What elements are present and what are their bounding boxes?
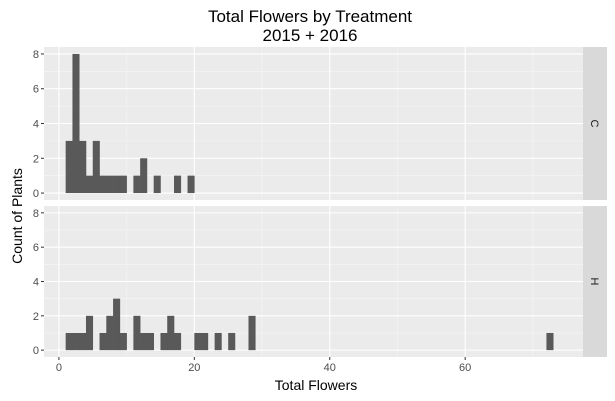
histogram-bar xyxy=(72,332,80,351)
histogram-bar xyxy=(248,315,256,351)
histogram-bar xyxy=(546,332,554,351)
y-tick-label: 0 xyxy=(33,345,39,357)
histogram-bar xyxy=(119,332,127,351)
y-tick-label: 0 xyxy=(33,188,39,200)
histogram-bar xyxy=(113,175,121,194)
y-axis-title: Count of Plants xyxy=(9,168,25,264)
x-tick-label: 0 xyxy=(56,362,62,374)
facet-strip xyxy=(583,47,607,200)
histogram-bar xyxy=(65,140,73,194)
y-tick-label: 4 xyxy=(33,277,39,289)
y-tick-label: 6 xyxy=(33,84,39,96)
histogram-bar xyxy=(106,175,114,194)
histogram-bar xyxy=(119,175,127,194)
histogram-bar xyxy=(133,315,141,351)
y-tick-label: 8 xyxy=(33,208,39,220)
histogram-bar xyxy=(187,175,195,194)
chart-title: Total Flowers by Treatment xyxy=(208,7,412,26)
histogram-bar xyxy=(214,332,222,351)
histogram-bar xyxy=(79,140,87,194)
histogram-bar xyxy=(99,332,107,351)
facet-strip-label: C xyxy=(588,120,600,128)
histogram-bar xyxy=(160,332,168,351)
chart-subtitle: 2015 + 2016 xyxy=(262,26,357,45)
histogram-bar xyxy=(92,140,100,194)
y-tick-label: 4 xyxy=(33,119,39,131)
facet-panel-H: 0 2 4 6 8 H xyxy=(33,206,607,357)
histogram-bar xyxy=(85,315,94,351)
histogram-bar xyxy=(72,53,80,194)
x-tick-label: 60 xyxy=(459,362,471,374)
histogram-bar xyxy=(228,332,236,351)
histogram-bar xyxy=(79,332,87,351)
y-tick-label: 2 xyxy=(33,153,39,165)
histogram-bar xyxy=(140,158,148,194)
histogram-bar xyxy=(194,332,202,351)
histogram-bar xyxy=(133,175,141,194)
x-tick-label: 40 xyxy=(324,362,336,374)
histogram-bar xyxy=(201,332,209,351)
histogram-bar xyxy=(174,175,182,194)
histogram-bar xyxy=(106,315,114,351)
histogram-bar xyxy=(174,332,182,351)
x-axis: 0 20 40 60 xyxy=(56,357,471,374)
histogram-bar xyxy=(167,315,175,351)
histogram-bar xyxy=(146,332,154,351)
facet-strip-label: H xyxy=(588,278,600,286)
facet-panels: 0 2 4 6 8 C 0 2 4 6 8 H xyxy=(33,47,607,357)
histogram-bar xyxy=(99,175,107,194)
x-tick-label: 20 xyxy=(188,362,200,374)
histogram-bar xyxy=(65,332,73,351)
y-tick-label: 2 xyxy=(33,311,39,323)
facet-strip xyxy=(583,206,607,357)
y-tick-label: 6 xyxy=(33,242,39,254)
x-axis-title: Total Flowers xyxy=(275,377,357,393)
histogram-bar xyxy=(140,332,148,351)
facet-panel-C: 0 2 4 6 8 C xyxy=(33,47,607,200)
histogram-bar xyxy=(85,175,94,194)
histogram-bar xyxy=(153,175,161,194)
histogram-bar xyxy=(113,298,121,351)
y-tick-label: 8 xyxy=(33,49,39,61)
